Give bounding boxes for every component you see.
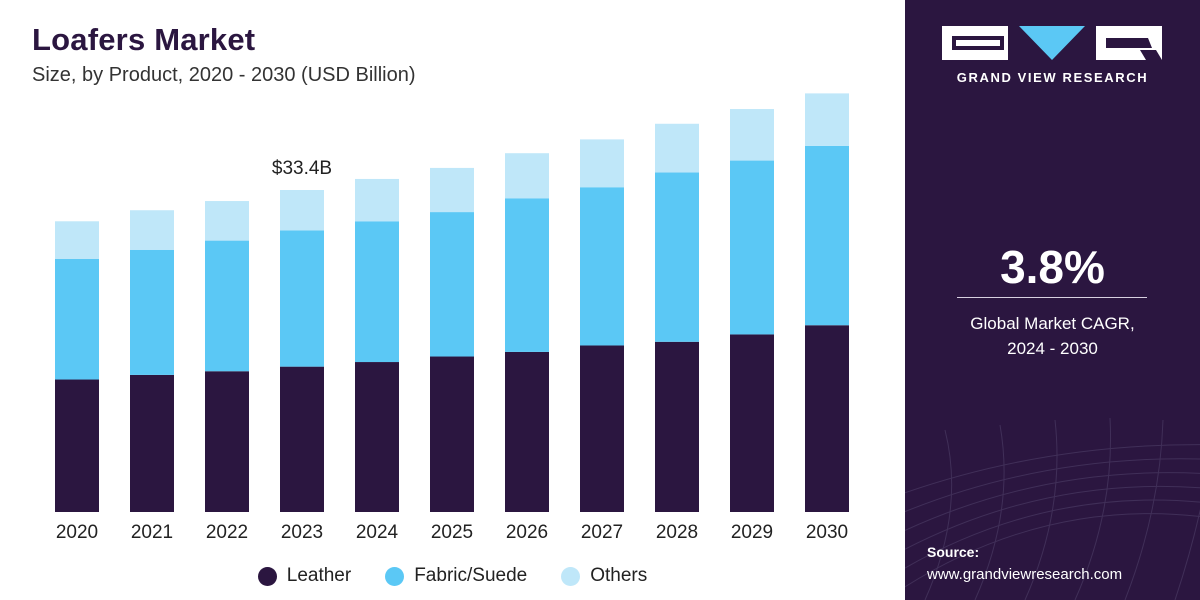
bar-others-2028 [655, 123, 699, 173]
source-url: www.grandviewresearch.com [927, 566, 1123, 583]
chart-area: Loafers Market Size, by Product, 2020 - … [0, 22, 905, 590]
brand-name: GRAND VIEW RESEARCH [956, 70, 1149, 85]
legend-item-leather: Leather [257, 565, 352, 587]
bar-others-2027 [580, 139, 624, 188]
legend-label: Others [590, 565, 648, 586]
legend-swatch [385, 566, 405, 586]
bar-others-2024 [355, 178, 399, 222]
bar-fabric-suede-2021 [130, 249, 174, 375]
bar-others-2020 [55, 221, 99, 259]
data-label-2023: $33.4B [272, 158, 332, 179]
gvr-logo-icon [942, 26, 1162, 60]
bar-fabric-suede-2030 [805, 145, 849, 326]
cagr-divider [957, 297, 1147, 298]
bar-leather-2030 [805, 325, 849, 512]
bar-others-2029 [730, 109, 774, 161]
legend-item-others: Others [561, 565, 647, 587]
x-tick-label: 2027 [581, 522, 623, 543]
bar-leather-2026 [505, 351, 549, 512]
legend-label: Fabric/Suede [414, 565, 528, 586]
bar-leather-2027 [580, 345, 624, 512]
source-label: Source: [927, 544, 980, 560]
chart-subtitle: Size, by Product, 2020 - 2030 (USD Billi… [32, 64, 416, 86]
stacked-bar-chart: 2020 2021 2022 2023 $33.4B 2024 2025 2026 2027 20… [55, 93, 849, 543]
x-tick-label: 2026 [506, 522, 548, 543]
bar-fabric-suede-2026 [505, 198, 549, 352]
bar-others-2030 [805, 93, 849, 146]
x-tick-label: 2024 [356, 522, 399, 543]
bar-fabric-suede-2029 [730, 160, 774, 335]
x-tick-label: 2025 [431, 522, 473, 543]
bar-others-2026 [505, 153, 549, 199]
bar-leather-2028 [655, 341, 699, 512]
bar-fabric-suede-2024 [355, 221, 399, 363]
bar-others-2022 [205, 201, 249, 241]
x-tick-label: 2030 [806, 522, 848, 543]
cagr-period: 2024 - 2030 [1007, 339, 1098, 358]
bar-fabric-suede-2025 [430, 212, 474, 357]
bar-others-2023 [280, 190, 324, 231]
bar-leather-2025 [430, 356, 474, 512]
x-tick-label: 2023 [281, 522, 323, 543]
bar-fabric-suede-2028 [655, 172, 699, 342]
bar-leather-2022 [205, 371, 249, 512]
cagr-value: 3.8% [1000, 241, 1105, 293]
x-tick-label: 2022 [206, 522, 248, 543]
bar-fabric-suede-2023 [280, 230, 324, 367]
chart-legend: Leather Fabric/Suede Others [0, 562, 905, 590]
sidebar-panel: GRAND VIEW RESEARCH 3.8% Global Market C… [905, 0, 1200, 600]
bar-fabric-suede-2020 [55, 259, 99, 380]
chart-title: Loafers Market [32, 22, 256, 57]
legend-item-fabric-suede: Fabric/Suede [385, 565, 527, 587]
bar-others-2025 [430, 167, 474, 213]
bar-fabric-suede-2027 [580, 187, 624, 346]
bar-leather-2020 [55, 379, 99, 512]
bar-leather-2029 [730, 334, 774, 512]
legend-swatch [257, 566, 277, 586]
bar-others-2021 [130, 210, 174, 250]
bar-fabric-suede-2022 [205, 240, 249, 372]
legend-swatch [561, 566, 581, 586]
bar-leather-2023 [280, 366, 324, 512]
bar-leather-2024 [355, 362, 399, 512]
x-tick-label: 2029 [731, 522, 773, 543]
x-tick-label: 2020 [56, 522, 98, 543]
cagr-label: Global Market CAGR, [970, 314, 1135, 333]
legend-label: Leather [286, 565, 352, 586]
x-tick-label: 2021 [131, 522, 173, 543]
bar-leather-2021 [130, 374, 174, 512]
x-tick-label: 2028 [656, 522, 698, 543]
decorative-grid-graphic [905, 417, 1200, 600]
